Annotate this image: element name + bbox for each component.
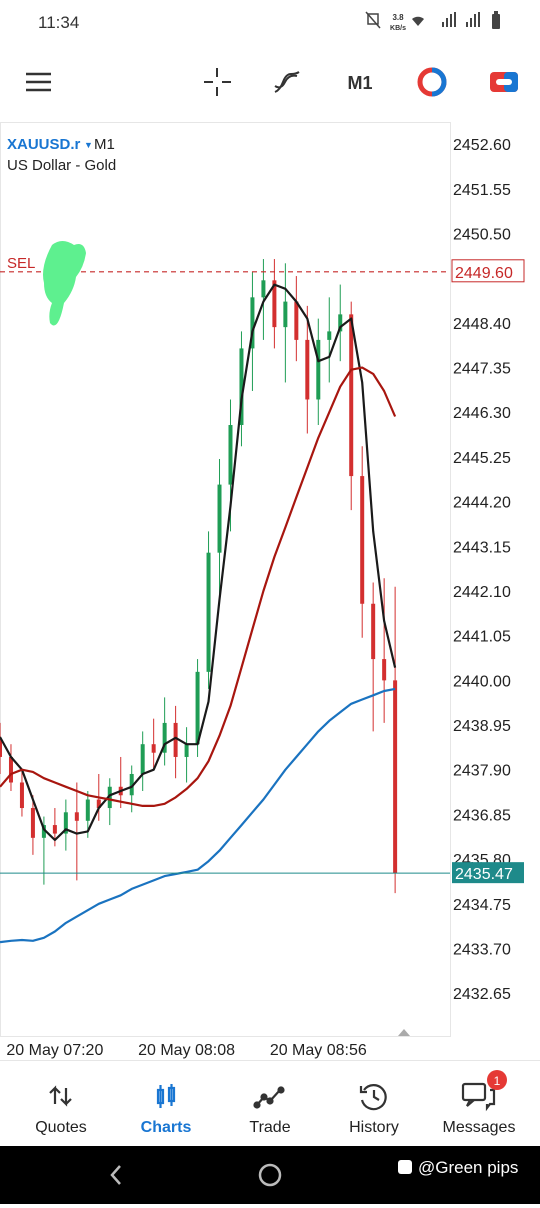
candle-body — [382, 659, 387, 681]
moving-average — [0, 283, 397, 842]
y-tick-label: 2443.15 — [453, 539, 511, 556]
order-label: SEL — [7, 255, 35, 272]
timeframe-button[interactable]: M1 — [347, 73, 372, 93]
nav-item[interactable]: Messages — [443, 1119, 516, 1136]
candle-body — [184, 744, 189, 757]
candle-body — [195, 671, 200, 745]
y-tick-label: 2432.65 — [453, 986, 511, 1003]
home-button[interactable] — [258, 1163, 282, 1187]
y-tick-label: 2450.50 — [453, 227, 511, 244]
candle-body — [41, 825, 46, 838]
candle-body — [228, 425, 233, 485]
nav-icons — [49, 1082, 496, 1112]
chart-timeframe: M1 — [94, 136, 115, 153]
candle-body — [173, 722, 178, 757]
messages-badge — [487, 1070, 507, 1090]
candle-body — [239, 348, 244, 426]
indicators-button[interactable] — [274, 71, 300, 93]
watermark: @Green pips — [418, 1158, 518, 1177]
candle-body — [393, 680, 398, 874]
trade-button[interactable] — [490, 72, 518, 92]
status-time: 11:34 — [38, 13, 79, 32]
x-tick-label: 20 May 07:20 — [6, 1042, 103, 1059]
scroll-marker[interactable] — [398, 1029, 410, 1036]
candle-body — [85, 799, 90, 821]
candle-body — [162, 722, 167, 753]
paint-mark — [43, 241, 86, 326]
y-tick-label: 2448.40 — [453, 316, 511, 333]
y-tick-label: 2446.30 — [453, 405, 511, 422]
candle-body — [338, 314, 343, 332]
candle-body — [52, 825, 57, 834]
y-tick-label: 2442.10 — [453, 584, 511, 601]
x-tick-label: 20 May 08:56 — [270, 1042, 367, 1059]
y-tick-label: 2444.20 — [453, 495, 511, 512]
candle-body — [217, 484, 222, 553]
nav-item[interactable]: Charts — [141, 1119, 192, 1136]
candle-body — [107, 786, 112, 809]
order-price-label: 2449.60 — [455, 265, 513, 282]
y-tick-label: 2438.95 — [453, 718, 511, 735]
status-icons — [365, 11, 500, 29]
last-price-box — [452, 862, 524, 884]
net-speed-unit: KB/s — [390, 25, 406, 32]
y-tick-label: 2437.90 — [453, 763, 511, 780]
candle-body — [8, 756, 13, 783]
candle-body — [272, 280, 277, 328]
back-button[interactable] — [110, 1165, 121, 1185]
candle-body — [140, 744, 145, 774]
candle-body — [206, 552, 211, 672]
candle-body — [74, 812, 79, 821]
candle-body — [96, 799, 101, 809]
system-bar — [0, 1146, 540, 1204]
y-tick-label: 2451.55 — [453, 182, 511, 199]
net-speed: 3.8 — [392, 13, 404, 22]
chart-symbol: XAUUSD.r — [7, 136, 81, 153]
order-price-box — [451, 259, 525, 283]
watermark-icon — [398, 1160, 412, 1174]
candle-body — [371, 603, 376, 660]
symbol-dropdown[interactable]: ▼ — [84, 140, 93, 150]
chart-description: US Dollar - Gold — [7, 157, 116, 174]
one-click-button[interactable] — [417, 67, 447, 97]
y-tick-label: 2452.60 — [453, 137, 511, 154]
candle-body — [0, 739, 2, 757]
moving-average — [0, 687, 396, 944]
y-tick-label: 2433.70 — [453, 941, 511, 958]
candle-body — [283, 301, 288, 328]
candle-body — [349, 314, 354, 477]
nav-item[interactable]: Trade — [249, 1119, 290, 1136]
menu-button[interactable] — [26, 72, 51, 92]
candle-body — [250, 297, 255, 349]
x-tick-label: 20 May 08:08 — [138, 1042, 235, 1059]
candle-body — [316, 339, 321, 400]
candle-body — [129, 773, 134, 796]
chart-frame — [0, 122, 451, 1037]
nav-item[interactable]: Quotes — [35, 1119, 87, 1136]
candle-body — [19, 782, 24, 809]
nav-item[interactable]: History — [349, 1119, 399, 1136]
candle-body — [294, 301, 299, 340]
y-tick-label: 2434.75 — [453, 897, 511, 914]
y-tick-label: 2441.05 — [453, 629, 511, 646]
crosshair-button[interactable] — [204, 68, 231, 96]
plot — [0, 259, 450, 944]
y-tick-label: 2447.35 — [453, 361, 511, 378]
candle-body — [151, 744, 156, 753]
y-tick-label: 2440.00 — [453, 673, 511, 690]
candle-body — [327, 331, 332, 340]
candle-body — [30, 808, 35, 838]
messages-badge-count: 1 — [494, 1074, 501, 1088]
candle-body — [305, 339, 310, 400]
y-tick-label: 2436.85 — [453, 807, 511, 824]
candle-body — [63, 812, 68, 834]
y-tick-label: 2445.25 — [453, 450, 511, 467]
candle-body — [360, 476, 365, 604]
candle-body — [261, 280, 266, 298]
last-price-label: 2435.47 — [455, 866, 513, 883]
moving-average — [0, 366, 397, 808]
